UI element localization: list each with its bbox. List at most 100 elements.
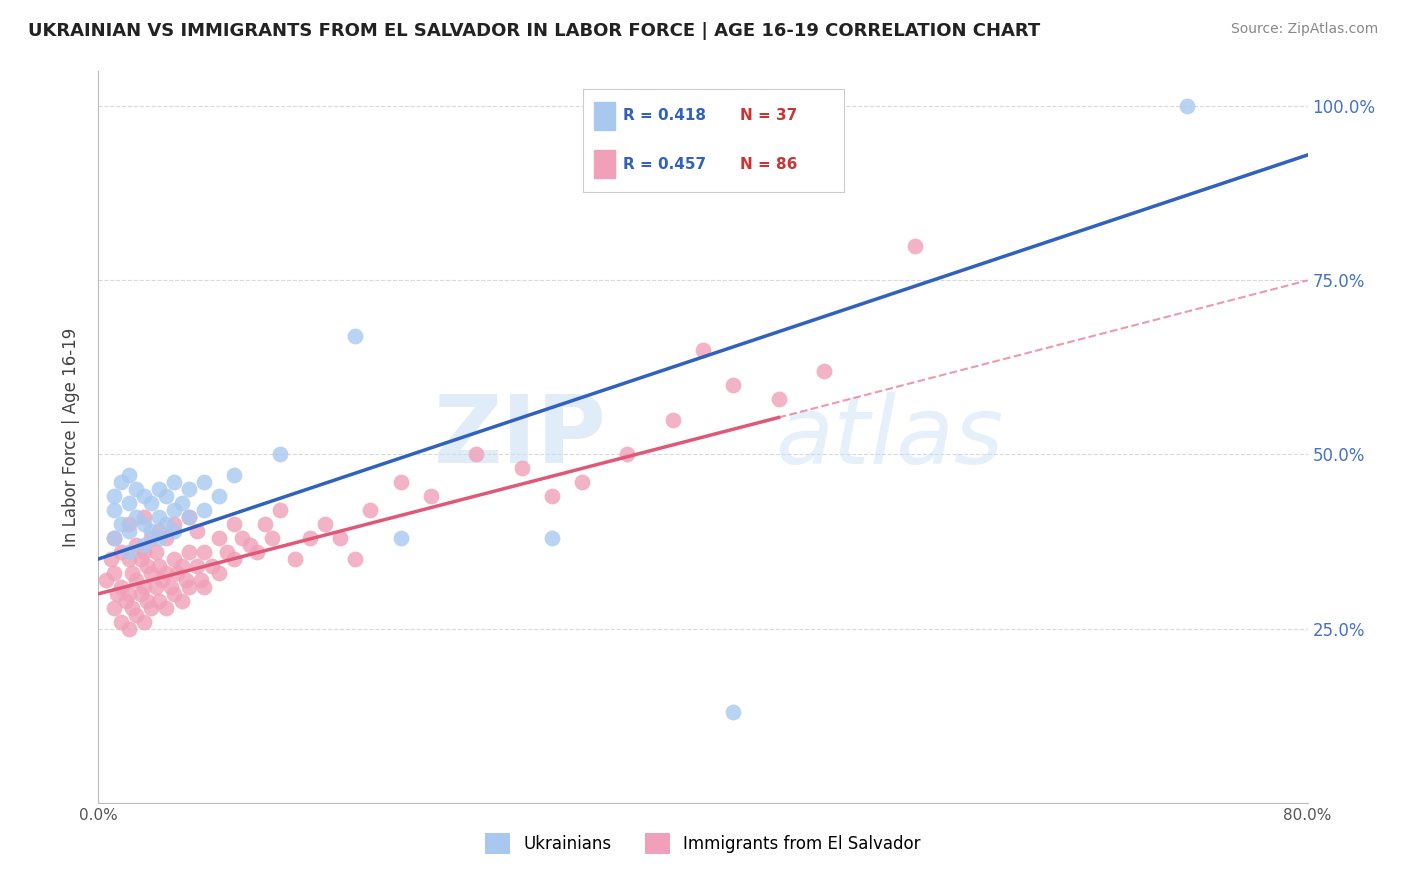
Point (179, 545, 201, 559)
Point (186, 558, 208, 573)
Point (150, 573, 173, 587)
Point (510, 461, 533, 475)
Point (125, 483, 148, 497)
Point (129, 552, 152, 566)
Point (125, 538, 148, 552)
Point (904, 238, 927, 252)
Point (132, 580, 155, 594)
Point (208, 489, 231, 503)
Point (155, 566, 177, 580)
Point (224, 468, 246, 483)
Point (179, 580, 201, 594)
Point (145, 545, 167, 559)
Point (208, 566, 231, 580)
Point (121, 600, 143, 615)
Point (148, 524, 170, 538)
Point (170, 496, 193, 510)
Point (253, 517, 276, 532)
Point (155, 517, 177, 532)
Point (571, 475, 593, 490)
Point (148, 531, 170, 545)
Bar (593, 150, 614, 178)
Point (420, 489, 443, 503)
Point (174, 573, 197, 587)
Point (344, 552, 367, 566)
Point (179, 510, 201, 524)
Point (201, 558, 224, 573)
Point (118, 496, 141, 510)
Point (155, 600, 177, 615)
Point (118, 622, 141, 636)
Point (768, 392, 790, 406)
Point (125, 607, 148, 622)
Point (1175, 99, 1198, 113)
Point (344, 329, 367, 343)
Point (110, 545, 132, 559)
Point (723, 705, 745, 719)
Point (118, 524, 141, 538)
Point (110, 517, 132, 532)
Point (179, 510, 201, 524)
Text: atlas: atlas (776, 392, 1004, 483)
Text: R = 0.457: R = 0.457 (623, 157, 706, 171)
Point (163, 552, 186, 566)
Point (193, 475, 215, 490)
Point (692, 343, 714, 357)
Point (141, 496, 163, 510)
Point (141, 600, 163, 615)
Point (170, 558, 193, 573)
Point (231, 531, 253, 545)
Point (163, 475, 186, 490)
Point (103, 566, 125, 580)
Point (166, 566, 188, 580)
Point (360, 503, 382, 517)
Point (208, 531, 231, 545)
Point (105, 587, 128, 601)
Point (129, 587, 152, 601)
Point (103, 531, 125, 545)
Point (224, 517, 246, 532)
Point (193, 503, 215, 517)
Point (813, 364, 835, 378)
Point (132, 517, 155, 532)
Point (186, 524, 208, 538)
Point (141, 524, 163, 538)
Point (118, 545, 141, 559)
Y-axis label: In Labor Force | Age 16-19: In Labor Force | Age 16-19 (62, 327, 80, 547)
Point (163, 587, 186, 601)
Bar (593, 102, 614, 130)
Point (224, 552, 246, 566)
Text: R = 0.418: R = 0.418 (623, 108, 706, 123)
Point (100, 552, 122, 566)
Point (616, 448, 638, 462)
Point (269, 503, 291, 517)
Point (163, 524, 186, 538)
Point (314, 517, 336, 532)
Point (118, 552, 141, 566)
Point (723, 377, 745, 392)
Point (132, 489, 155, 503)
Point (155, 531, 177, 545)
Text: N = 86: N = 86 (740, 157, 797, 171)
Point (465, 448, 488, 462)
Point (299, 531, 322, 545)
Point (132, 615, 155, 629)
Point (145, 580, 167, 594)
Point (540, 531, 562, 545)
Point (239, 538, 262, 552)
Point (118, 468, 141, 483)
Point (179, 483, 201, 497)
Point (110, 580, 132, 594)
Point (160, 580, 183, 594)
Point (262, 531, 284, 545)
Point (163, 517, 186, 532)
Point (170, 594, 193, 608)
Point (103, 503, 125, 517)
Point (284, 552, 307, 566)
Point (540, 489, 562, 503)
Point (389, 475, 412, 490)
Point (103, 489, 125, 503)
Point (193, 545, 215, 559)
Point (269, 448, 291, 462)
Point (163, 503, 186, 517)
